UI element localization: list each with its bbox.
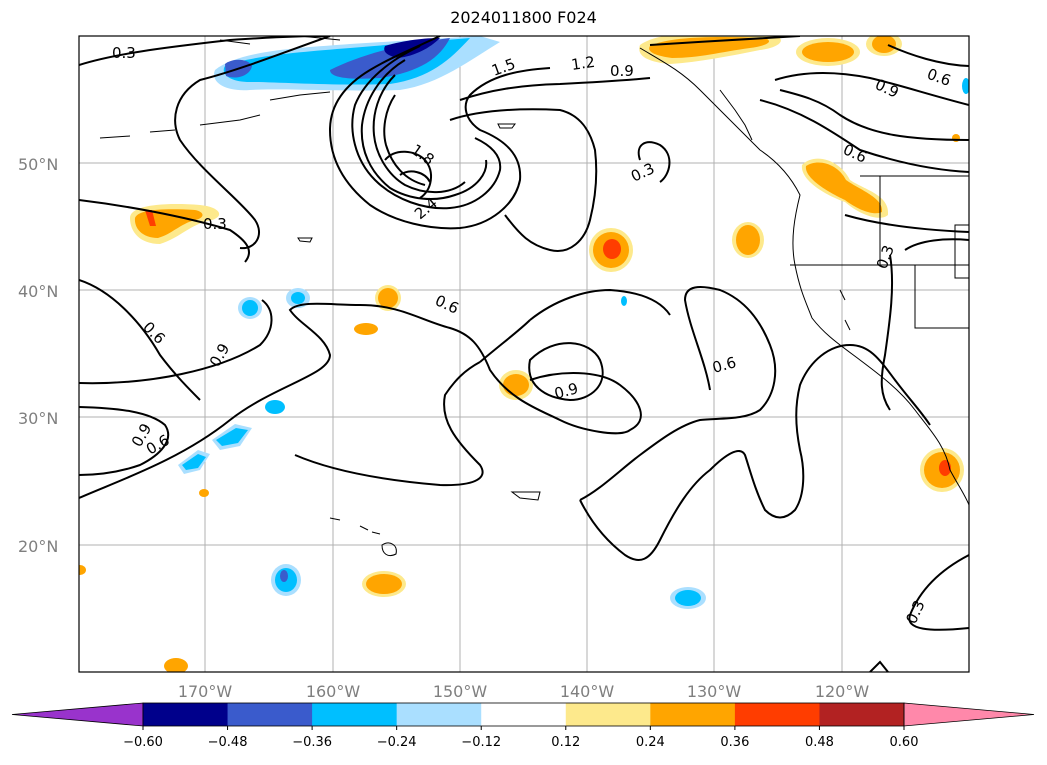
positive-anomaly-areas xyxy=(79,36,964,672)
colorbar-segment xyxy=(650,703,736,726)
colorbar-segment xyxy=(819,703,905,726)
colorbar-border xyxy=(142,702,905,727)
colorbar-segment xyxy=(481,703,567,726)
lat-label: 30°N xyxy=(18,409,58,428)
colorbar-tick-label: −0.12 xyxy=(461,735,501,750)
colorbar-segment xyxy=(734,703,820,726)
contour-label: 0.3 xyxy=(112,44,136,62)
colorbar-tick-label: −0.60 xyxy=(123,735,163,750)
colorbar-tick-label: 0.60 xyxy=(890,735,919,750)
negative-anomaly-areas xyxy=(178,36,969,609)
colorbar-tick-label: 0.12 xyxy=(551,735,580,750)
map-title: 2024011800 F024 xyxy=(450,8,597,27)
longitude-labels: 170°W 160°W 150°W 140°W 130°W 120°W xyxy=(178,682,870,701)
colorbar-segment xyxy=(565,703,651,726)
lon-label: 170°W xyxy=(178,682,233,701)
map-border xyxy=(78,35,970,673)
colorbar-tick-label: 0.48 xyxy=(805,735,834,750)
colorbar-extend-high xyxy=(903,702,1035,727)
colorbar: −0.60 −0.48 −0.36 −0.24 −0.12 0.12 0.24 0.36 0.4… xyxy=(11,702,1035,750)
latitude-labels: 50°N 40°N 30°N 20°N xyxy=(18,155,58,556)
lon-label: 160°W xyxy=(306,682,361,701)
lon-label: 120°W xyxy=(815,682,870,701)
colorbar-tick-label: 0.36 xyxy=(720,735,749,750)
lon-label: 130°W xyxy=(687,682,742,701)
colorbar-extend-low xyxy=(11,702,144,727)
colorbar-tick-label: −0.36 xyxy=(292,735,332,750)
lon-label: 150°W xyxy=(433,682,488,701)
colorbar-tick-label: 0.24 xyxy=(636,735,665,750)
lat-label: 50°N xyxy=(18,155,58,174)
contour-label: 0.9 xyxy=(552,379,580,403)
colorbar-segment xyxy=(312,703,398,726)
lat-label: 40°N xyxy=(18,282,58,301)
colorbar-tick-label: −0.48 xyxy=(208,735,248,750)
contour-label: 0.3 xyxy=(203,215,227,233)
contour-label: 0.9 xyxy=(610,62,634,80)
colorbar-segment xyxy=(143,703,229,726)
colorbar-segment xyxy=(396,703,482,726)
contour-label: 1.2 xyxy=(570,53,596,74)
lat-label: 20°N xyxy=(18,537,58,556)
coastlines xyxy=(99,36,969,557)
colorbar-segment xyxy=(227,703,313,726)
contour-lines xyxy=(79,36,969,672)
colorbar-tick-label: −0.24 xyxy=(377,735,417,750)
map-panel xyxy=(79,36,969,672)
lon-label: 140°W xyxy=(560,682,615,701)
contour-label: 0.6 xyxy=(710,353,738,377)
